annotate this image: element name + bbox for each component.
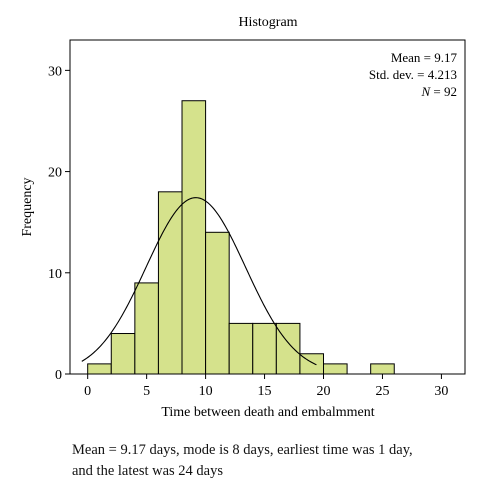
- caption-line-2: and the latest was 24 days: [72, 463, 224, 479]
- y-tick-label: 30: [48, 64, 62, 79]
- chart-title: Histogram: [238, 15, 297, 30]
- histogram-bar: [370, 363, 395, 375]
- x-tick-label: 15: [258, 384, 272, 399]
- caption-line-1: Mean = 9.17 days, mode is 8 days, earlie…: [72, 442, 413, 458]
- histogram-bar: [181, 100, 207, 375]
- histogram-bar: [323, 363, 348, 375]
- stats-box: Mean = 9.17 Std. dev. = 4.213 N = 92: [369, 50, 458, 99]
- histogram-bar: [252, 322, 277, 375]
- x-tick-label: 0: [84, 384, 91, 399]
- stats-mean: Mean = 9.17: [391, 50, 458, 65]
- stats-sd: Std. dev. = 4.213: [369, 67, 457, 82]
- x-tick-label: 20: [317, 384, 331, 399]
- x-tick-label: 10: [199, 384, 213, 399]
- x-axis-label: Time between death and embalmment: [161, 405, 374, 420]
- histogram-bar: [110, 333, 136, 375]
- histogram-bar: [205, 231, 230, 375]
- x-axis: 0 5 10 15 20 25 30: [84, 374, 448, 399]
- figure-caption: Mean = 9.17 days, mode is 8 days, earlie…: [72, 440, 472, 482]
- histogram-bar: [134, 282, 159, 375]
- y-axis: 0 10 20 30: [48, 64, 70, 383]
- plot-frame: [69, 39, 466, 375]
- y-tick-label: 0: [55, 368, 62, 383]
- y-tick-label: 20: [48, 166, 62, 181]
- bars: [87, 100, 395, 375]
- stats-n-value: = 92: [430, 84, 457, 99]
- y-axis-label: Frequency: [20, 177, 35, 236]
- normal-curve: [81, 197, 317, 366]
- x-tick-label: 30: [434, 384, 448, 399]
- x-tick-label: 25: [375, 384, 389, 399]
- stats-n: N = 92: [420, 84, 457, 99]
- histogram-figure: Histogram 0 10 20 30 0 5 10 15 20 25 30 Mean = 9.…: [20, 15, 466, 420]
- histogram-bar: [228, 322, 254, 375]
- histogram-bar: [87, 363, 112, 375]
- stats-n-label: N: [420, 84, 431, 99]
- y-tick-label: 10: [48, 267, 62, 282]
- x-tick-label: 5: [143, 384, 150, 399]
